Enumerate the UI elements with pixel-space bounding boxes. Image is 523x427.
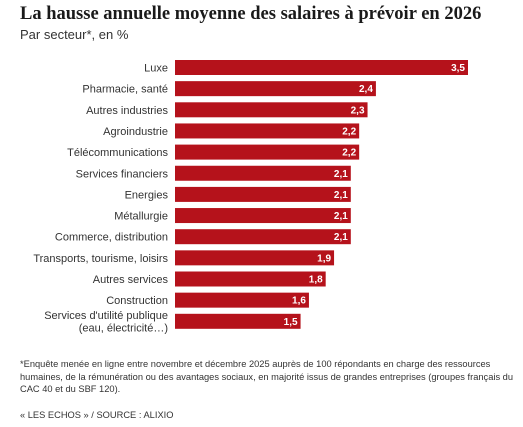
bar bbox=[175, 123, 360, 139]
bar-value-label: 2,1 bbox=[334, 190, 348, 201]
category-label: Pharmacie, santé bbox=[82, 84, 168, 96]
category-label: Métallurgie bbox=[114, 211, 168, 223]
category-label-line: Services d'utilité publique bbox=[44, 310, 168, 322]
category-label-line: Transports, tourisme, loisirs bbox=[33, 253, 168, 265]
bar-value-label: 2,2 bbox=[342, 148, 356, 159]
source-credit: « LES ECHOS » / SOURCE : ALIXIO bbox=[20, 410, 174, 420]
category-label-line: Autres industries bbox=[86, 105, 168, 117]
bar bbox=[175, 250, 335, 266]
category-label-line: Energies bbox=[125, 189, 169, 201]
bar bbox=[175, 165, 351, 181]
category-label-line: Construction bbox=[106, 295, 168, 307]
chart-subtitle: Par secteur*, en % bbox=[20, 27, 129, 42]
category-label-line: Agroindustrie bbox=[103, 126, 168, 138]
bar-value-label: 2,3 bbox=[351, 105, 365, 116]
bar-value-label: 2,1 bbox=[334, 232, 348, 243]
bar bbox=[175, 144, 360, 160]
bar bbox=[175, 81, 376, 97]
bar-value-label: 2,2 bbox=[342, 126, 356, 137]
category-label-line: Autres services bbox=[93, 274, 169, 286]
bar bbox=[175, 60, 468, 75]
category-label: Agroindustrie bbox=[103, 126, 168, 138]
category-label-line: Pharmacie, santé bbox=[82, 84, 168, 96]
category-label: Services financiers bbox=[76, 168, 169, 180]
bar-value-label: 2,4 bbox=[359, 84, 373, 95]
category-label: Télécommunications bbox=[67, 147, 168, 159]
category-label: Autres services bbox=[93, 274, 169, 286]
category-label-line: Commerce, distribution bbox=[55, 232, 168, 244]
bar bbox=[175, 208, 351, 224]
bar-value-label: 3,5 bbox=[451, 63, 465, 74]
bars-group: 3,5 Luxe 2,4 Pharmacie, santé 2,3 Autres indu… bbox=[33, 60, 468, 335]
category-label-line: (eau, électricité…) bbox=[79, 323, 168, 335]
bar bbox=[175, 292, 309, 308]
bar-value-label: 1,9 bbox=[317, 253, 331, 264]
bar bbox=[175, 102, 368, 118]
category-label: Transports, tourisme, loisirs bbox=[33, 253, 168, 265]
bar-value-label: 2,1 bbox=[334, 169, 348, 180]
category-label-line: Services financiers bbox=[76, 168, 169, 180]
bar bbox=[175, 186, 351, 202]
bar bbox=[175, 313, 301, 329]
bar bbox=[175, 271, 326, 287]
bar-value-label: 1,8 bbox=[309, 275, 323, 286]
bar-value-label: 2,1 bbox=[334, 211, 348, 222]
category-label: Energies bbox=[125, 189, 169, 201]
category-label-line: Métallurgie bbox=[114, 211, 168, 223]
category-label-line: Luxe bbox=[144, 63, 168, 75]
category-label: Services d'utilité publique (eau, électri… bbox=[44, 310, 168, 335]
category-label-line: Télécommunications bbox=[67, 147, 168, 159]
bar-value-label: 1,6 bbox=[292, 296, 306, 307]
bar-chart: 3,5 Luxe 2,4 Pharmacie, santé 2,3 Autres indu… bbox=[33, 60, 468, 335]
category-label: Construction bbox=[106, 295, 168, 307]
bar-value-label: 1,5 bbox=[284, 317, 298, 328]
footnote: *Enquête menée en ligne entre novembre e… bbox=[20, 359, 514, 394]
bar bbox=[175, 229, 351, 245]
category-label: Luxe bbox=[144, 63, 168, 75]
category-label: Autres industries bbox=[86, 105, 168, 117]
category-label: Commerce, distribution bbox=[55, 232, 168, 244]
chart-title: La hausse annuelle moyenne des salaires … bbox=[20, 4, 482, 24]
